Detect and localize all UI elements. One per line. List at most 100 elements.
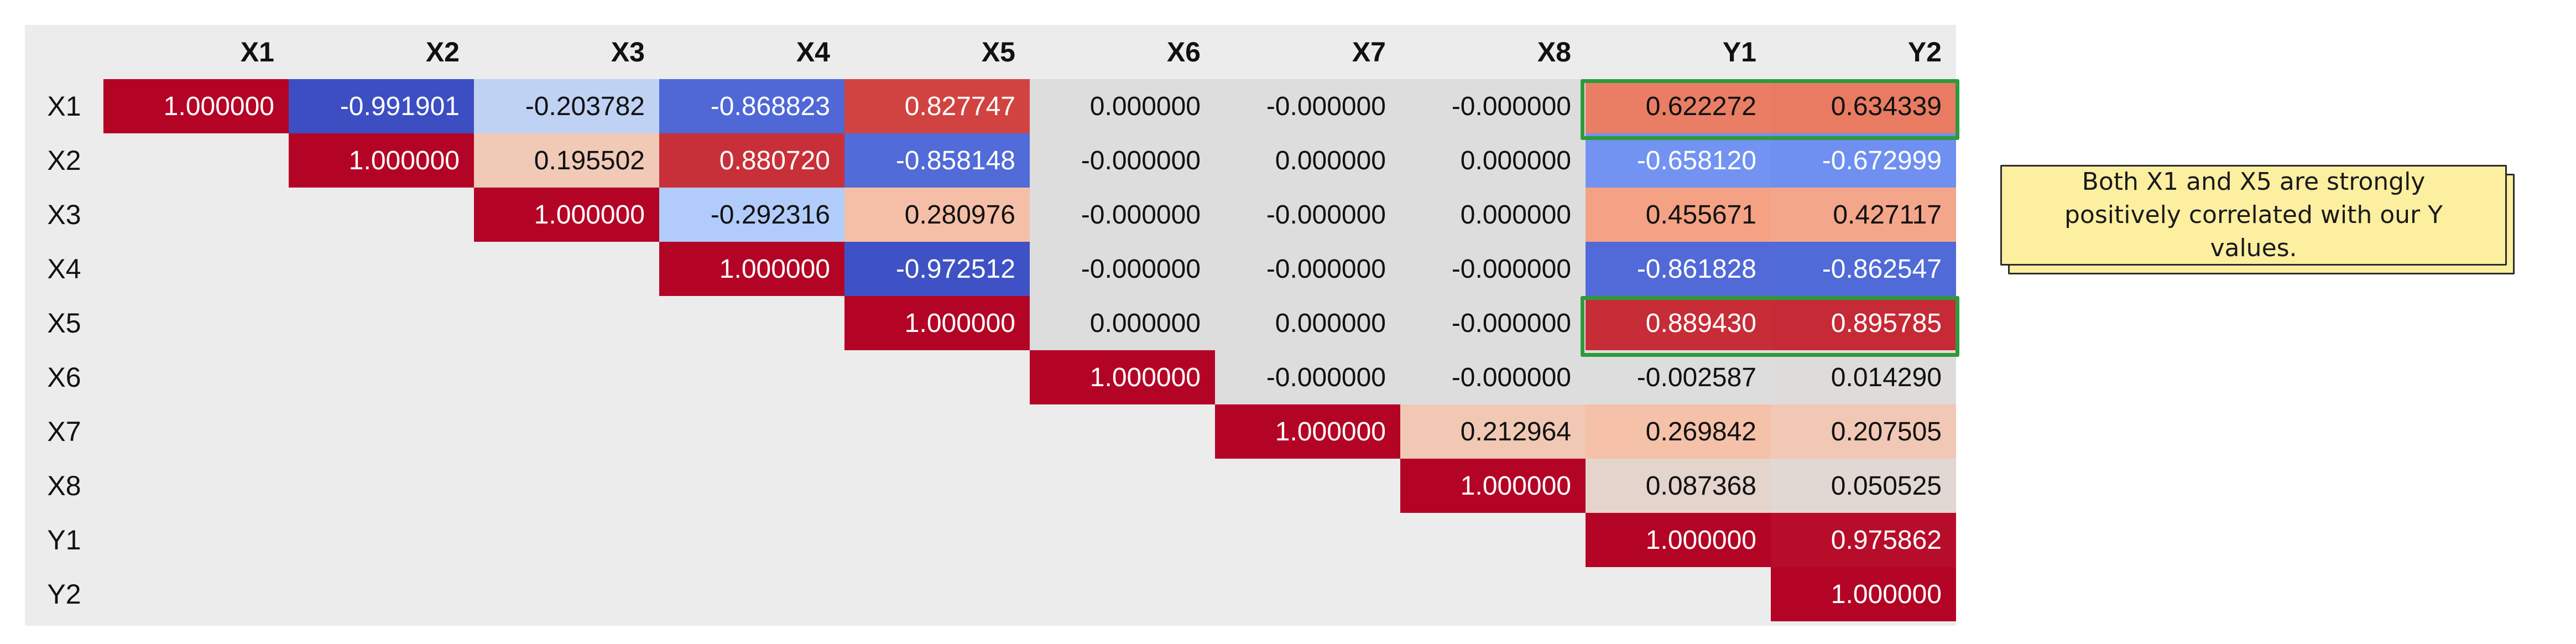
masked-cell	[289, 404, 474, 459]
masked-cell	[1586, 567, 1771, 621]
heatmap-cell: -0.000000	[1400, 296, 1586, 350]
heatmap-cell: -0.292316	[659, 188, 844, 242]
heatmap-cell: 0.634339	[1771, 79, 1956, 133]
heatmap-cell: -0.000000	[1400, 242, 1586, 296]
sticky-note: Both X1 and X5 are strongly positively c…	[2000, 165, 2515, 274]
heatmap-cell: 0.014290	[1771, 350, 1956, 404]
heatmap-cell: -0.858148	[844, 133, 1030, 188]
masked-cell	[1030, 404, 1215, 459]
heatmap-cell: 0.000000	[1215, 133, 1400, 188]
masked-cell	[844, 459, 1030, 513]
column-header: Y1	[1586, 25, 1771, 79]
table-row: X4 1.000000 -0.972512 -0.000000 -0.000000 -0.…	[25, 242, 1956, 296]
heatmap-cell: 0.895785	[1771, 296, 1956, 350]
masked-cell	[289, 350, 474, 404]
masked-cell	[289, 459, 474, 513]
heatmap-cell: 0.827747	[844, 79, 1030, 133]
heatmap-cell: 1.000000	[659, 242, 844, 296]
masked-cell	[844, 567, 1030, 621]
correlation-table: X1 X2 X3 X4 X5 X6 X7 X8 Y1 Y2 X1 1.000000 -0.991901…	[25, 25, 1956, 621]
heatmap-cell: -0.002587	[1586, 350, 1771, 404]
masked-cell	[1400, 513, 1586, 567]
column-header: X8	[1400, 25, 1586, 79]
row-header: Y2	[25, 567, 103, 621]
heatmap-cell: -0.000000	[1215, 79, 1400, 133]
masked-cell	[103, 513, 289, 567]
heatmap-cell: -0.000000	[1215, 188, 1400, 242]
column-header: X2	[289, 25, 474, 79]
heatmap-cell: 0.212964	[1400, 404, 1586, 459]
heatmap-cell: -0.658120	[1586, 133, 1771, 188]
heatmap-cell: -0.000000	[1215, 242, 1400, 296]
table-row: X5 1.000000 0.000000 0.000000 -0.000000 0.889…	[25, 296, 1956, 350]
heatmap-cell: 0.622272	[1586, 79, 1771, 133]
masked-cell	[103, 404, 289, 459]
masked-cell	[1030, 513, 1215, 567]
masked-cell	[103, 133, 289, 188]
table-row: X6 1.000000 -0.000000 -0.000000 -0.002587 0.0…	[25, 350, 1956, 404]
heatmap-cell: -0.672999	[1771, 133, 1956, 188]
heatmap-cell: 1.000000	[1400, 459, 1586, 513]
masked-cell	[103, 350, 289, 404]
row-header: Y1	[25, 513, 103, 567]
heatmap-cell: 1.000000	[1771, 567, 1956, 621]
heatmap-cell: -0.000000	[1030, 133, 1215, 188]
heatmap-cell: 1.000000	[474, 188, 659, 242]
heatmap-cell: -0.000000	[1030, 188, 1215, 242]
table-row: X3 1.000000 -0.292316 0.280976 -0.000000 -0.0…	[25, 188, 1956, 242]
corner-cell	[25, 25, 103, 79]
masked-cell	[659, 350, 844, 404]
column-header: X7	[1215, 25, 1400, 79]
heatmap-cell: 0.050525	[1771, 459, 1956, 513]
heatmap-cell: 0.000000	[1030, 79, 1215, 133]
sticky-note-front-sheet: Both X1 and X5 are strongly positively c…	[2000, 165, 2507, 266]
masked-cell	[1030, 567, 1215, 621]
masked-cell	[474, 404, 659, 459]
masked-cell	[844, 404, 1030, 459]
heatmap-cell: 0.000000	[1400, 133, 1586, 188]
masked-cell	[289, 296, 474, 350]
annotation-text: Both X1 and X5 are strongly positively c…	[2064, 168, 2443, 262]
heatmap-cell: 1.000000	[289, 133, 474, 188]
masked-cell	[474, 459, 659, 513]
table-row: Y2 1.000000	[25, 567, 1956, 621]
row-header: X6	[25, 350, 103, 404]
heatmap-cell: -0.000000	[1030, 242, 1215, 296]
heatmap-cell: 0.455671	[1586, 188, 1771, 242]
table-body: X1 1.000000 -0.991901 -0.203782 -0.868823 0.8…	[25, 79, 1956, 621]
table-row: Y1 1.000000 0.975862	[25, 513, 1956, 567]
masked-cell	[289, 188, 474, 242]
heatmap-cell: -0.000000	[1400, 79, 1586, 133]
heatmap-cell: -0.868823	[659, 79, 844, 133]
heatmap-cell: 1.000000	[1030, 350, 1215, 404]
masked-cell	[474, 242, 659, 296]
heatmap-cell: 0.000000	[1215, 296, 1400, 350]
heatmap-cell: -0.000000	[1215, 350, 1400, 404]
column-header: X1	[103, 25, 289, 79]
masked-cell	[659, 513, 844, 567]
row-header: X7	[25, 404, 103, 459]
column-header: Y2	[1771, 25, 1956, 79]
masked-cell	[474, 567, 659, 621]
column-header-row: X1 X2 X3 X4 X5 X6 X7 X8 Y1 Y2	[25, 25, 1956, 79]
heatmap-cell: 1.000000	[1586, 513, 1771, 567]
column-header: X6	[1030, 25, 1215, 79]
masked-cell	[1400, 567, 1586, 621]
heatmap-cell: 1.000000	[844, 296, 1030, 350]
masked-cell	[1215, 567, 1400, 621]
heatmap-cell: -0.203782	[474, 79, 659, 133]
masked-cell	[1215, 513, 1400, 567]
masked-cell	[659, 567, 844, 621]
heatmap-cell: 0.975862	[1771, 513, 1956, 567]
column-header: X5	[844, 25, 1030, 79]
table-row: X7 1.000000 0.212964 0.269842 0.207505	[25, 404, 1956, 459]
heatmap-cell: 1.000000	[1215, 404, 1400, 459]
masked-cell	[289, 242, 474, 296]
table-row: X2 1.000000 0.195502 0.880720 -0.858148 -0.00…	[25, 133, 1956, 188]
heatmap-cell: 0.195502	[474, 133, 659, 188]
heatmap-cell: 0.207505	[1771, 404, 1956, 459]
masked-cell	[103, 296, 289, 350]
masked-cell	[474, 350, 659, 404]
heatmap-cell: -0.861828	[1586, 242, 1771, 296]
masked-cell	[103, 242, 289, 296]
